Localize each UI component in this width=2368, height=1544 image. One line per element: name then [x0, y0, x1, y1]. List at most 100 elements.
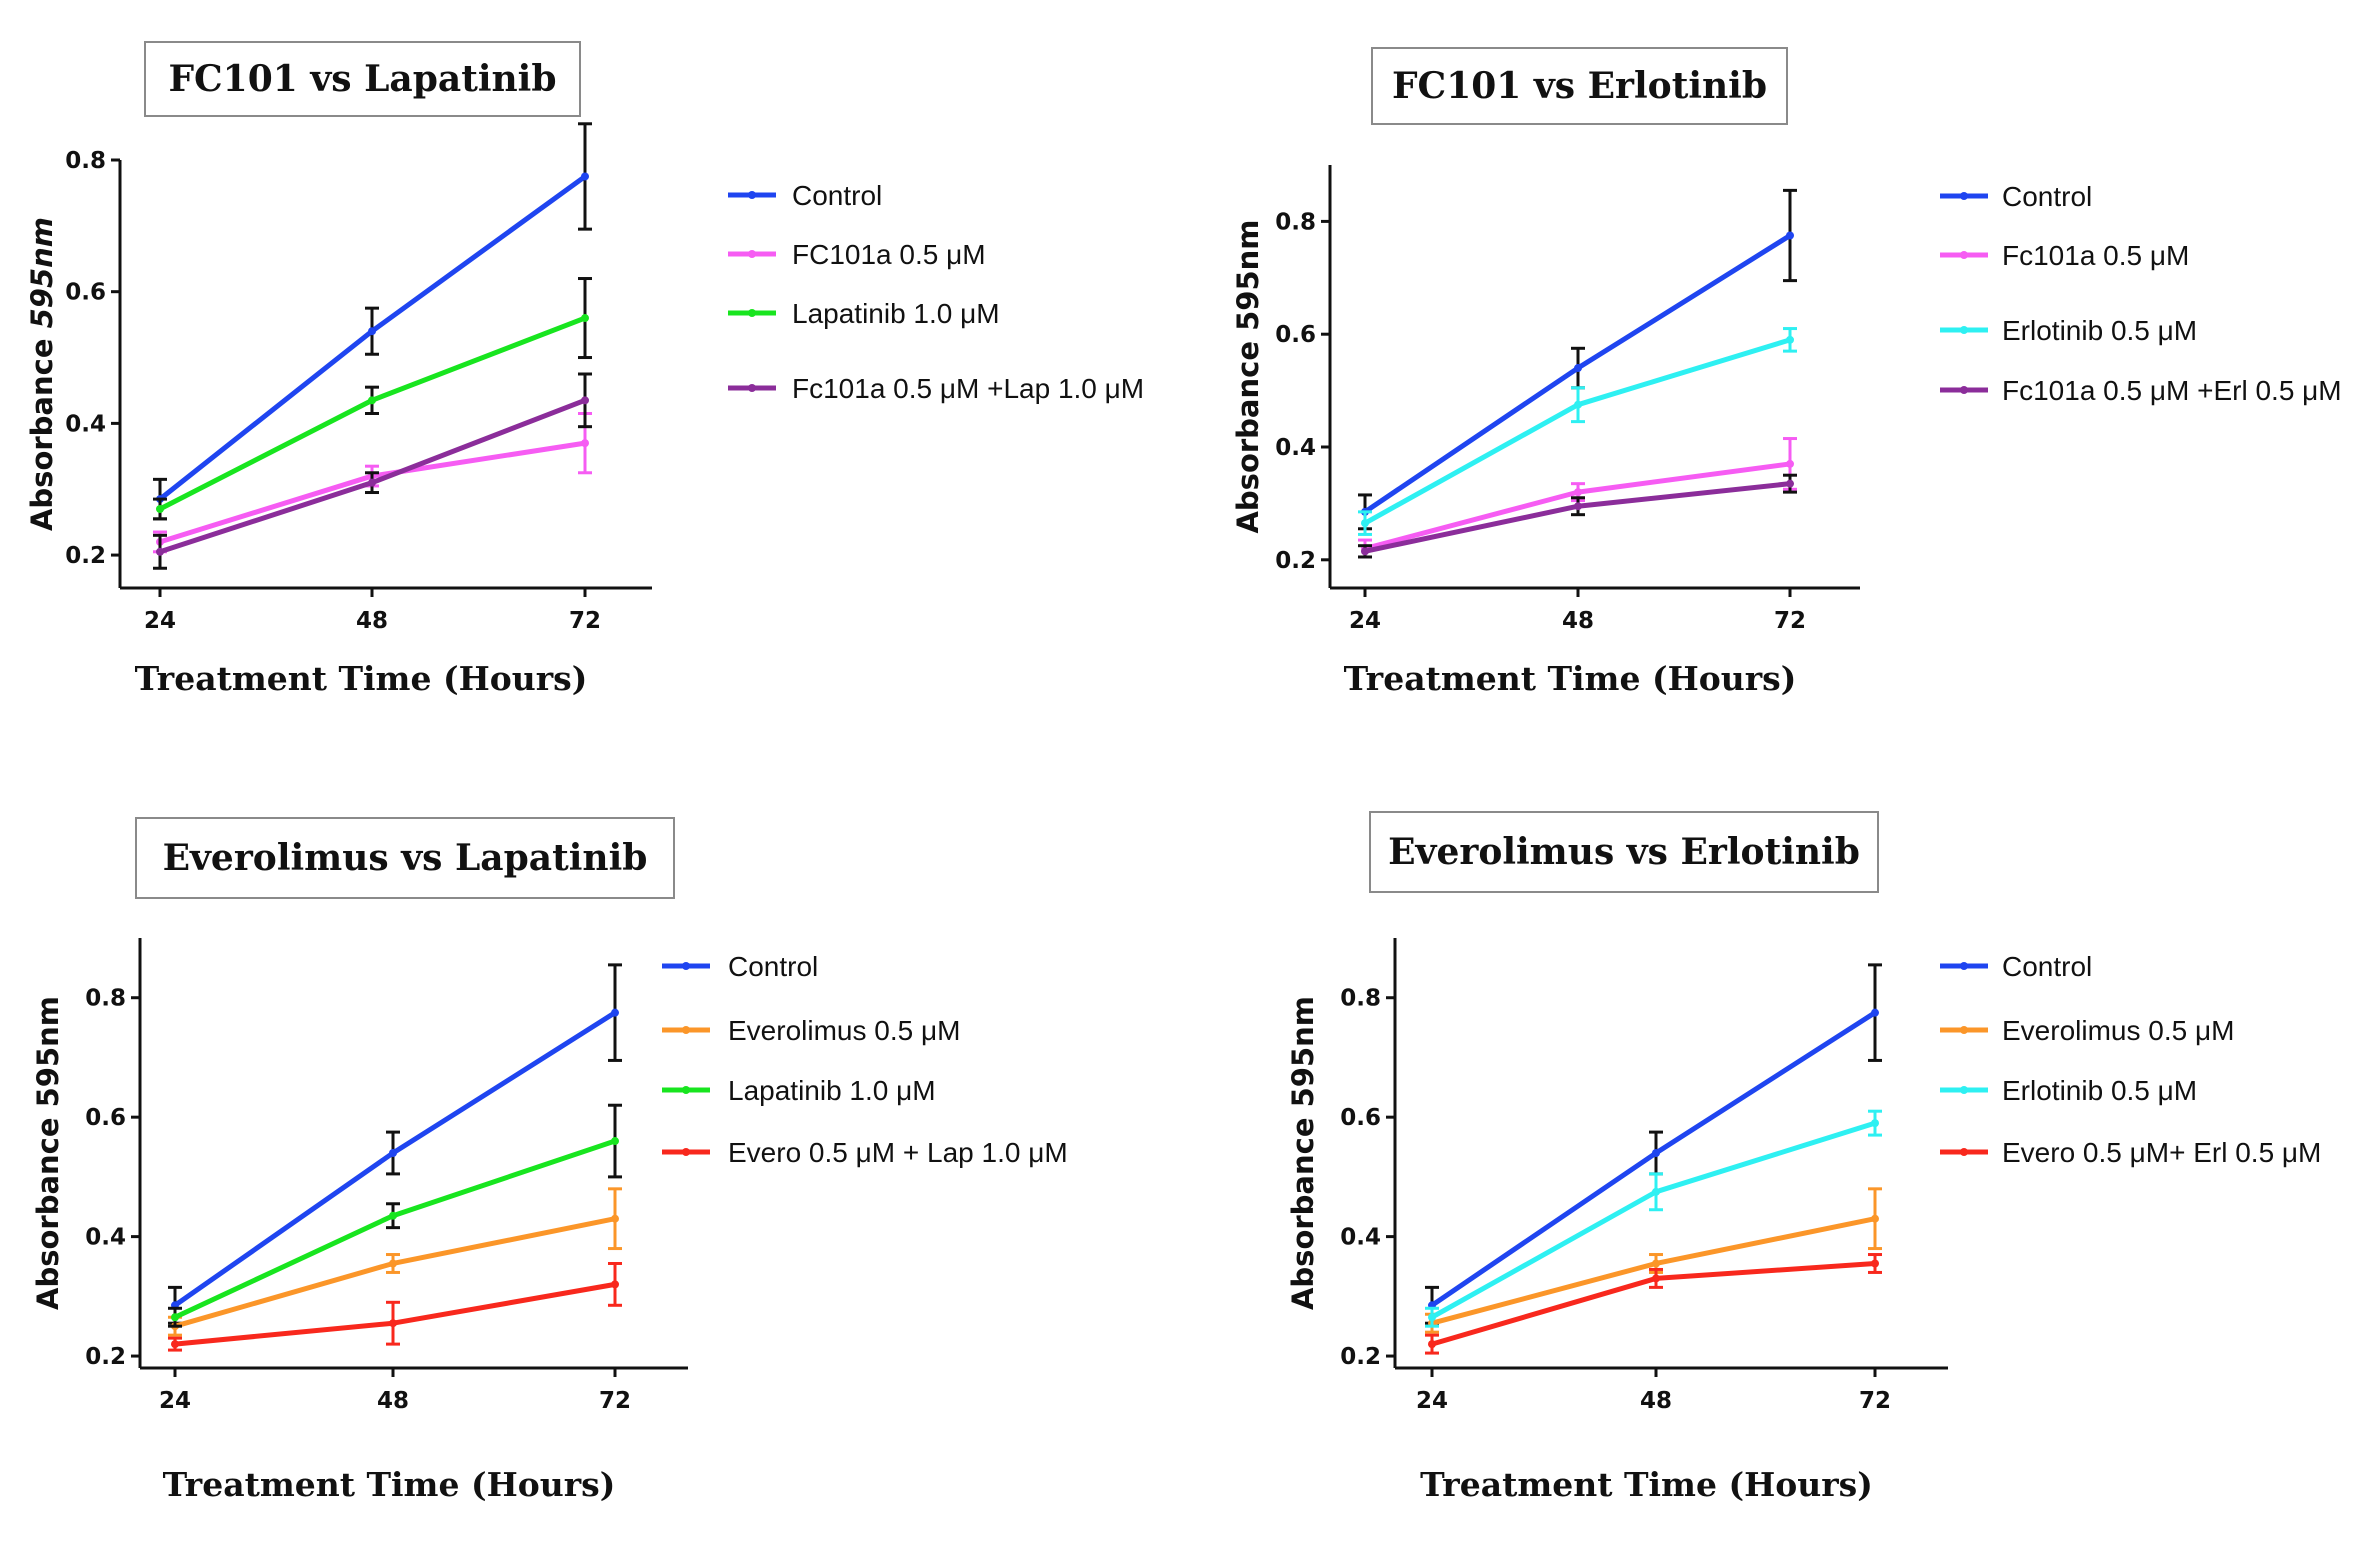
chart-title: FC101 vs Lapatinib — [168, 58, 556, 100]
x-tick-label: 48 — [1640, 1388, 1672, 1414]
data-point — [1652, 1187, 1660, 1196]
chart-panel-4: Everolimus vs Erlotinib 0.2 0.4 0.6 0.8 24 48 7… — [1286, 811, 2321, 1504]
series-lapatinib — [153, 277, 592, 521]
chart-panel-2: FC101 vs Erlotinib 0.2 0.4 0.6 0.8 24 48 72 Trea… — [1231, 47, 2342, 698]
legend-marker — [748, 309, 756, 317]
legend-item-combo_fc: Fc101a 0.5 μM +Erl 0.5 μM — [1940, 375, 2342, 406]
legend: Control Everolimus 0.5 μM Lapatinib 1.0 μM… — [662, 951, 1068, 1168]
legend-marker — [1960, 192, 1968, 200]
chart-title-box: Everolimus vs Lapatinib — [135, 817, 675, 899]
data-point — [368, 327, 376, 336]
legend-item-erlotinib: Erlotinib 0.5 μM — [1940, 315, 2197, 346]
x-tick-label: 48 — [377, 1388, 409, 1414]
data-point — [1871, 1214, 1879, 1223]
data-point — [1574, 488, 1582, 497]
legend-label: Everolimus 0.5 μM — [728, 1015, 960, 1046]
legend-item-everolimus: Everolimus 0.5 μM — [662, 1015, 960, 1046]
y-tick-label: 0.2 — [85, 1344, 126, 1370]
legend-item-combo_evero: Evero 0.5 μM + Lap 1.0 μM — [662, 1137, 1068, 1168]
legend-marker — [1960, 1026, 1968, 1034]
chart-title-box: FC101 vs Lapatinib — [144, 41, 581, 117]
data-point — [389, 1259, 397, 1268]
series-control — [168, 963, 622, 1325]
data-point — [1361, 547, 1369, 556]
data-point — [1574, 400, 1582, 409]
data-point — [611, 1137, 619, 1146]
y-tick-label: 0.6 — [85, 1105, 126, 1131]
x-tick-label: 48 — [1562, 608, 1594, 634]
y-axis-label-main: Absorbance — [25, 328, 59, 531]
data-point — [1652, 1274, 1660, 1283]
data-point — [1871, 1008, 1879, 1017]
data-point — [1428, 1313, 1436, 1322]
legend-label: Erlotinib 0.5 μM — [2002, 315, 2197, 346]
data-point — [611, 1280, 619, 1289]
data-point — [171, 1313, 179, 1322]
x-tick-label: 24 — [144, 608, 176, 634]
legend-marker — [682, 1148, 690, 1156]
data-point — [1786, 459, 1794, 468]
data-point — [1871, 1259, 1879, 1268]
y-tick-label: 0.4 — [65, 411, 106, 437]
series-combo_evero — [168, 1261, 622, 1352]
y-tick-label: 0.2 — [1340, 1344, 1381, 1370]
y-tick-label: 0.6 — [65, 280, 106, 306]
x-tick-label: 24 — [1349, 608, 1381, 634]
chart-panel-1: FC101 vs Lapatinib 0.2 0.4 0.6 0.8 24 48 72 Trea… — [25, 41, 1144, 698]
legend-marker — [682, 1086, 690, 1094]
legend: Control Everolimus 0.5 μM Erlotinib 0.5 μM… — [1940, 951, 2321, 1168]
y-tick-label: 0.8 — [1275, 209, 1316, 235]
legend-marker — [1960, 326, 1968, 334]
series-line — [172, 1281, 618, 1347]
y-tick-label: 0.4 — [1340, 1225, 1381, 1251]
chart-title: Everolimus vs Lapatinib — [163, 837, 648, 879]
x-axis-label: Treatment Time (Hours) — [1420, 1465, 1873, 1504]
legend-item-control: Control — [1940, 951, 2092, 982]
legend-label: Erlotinib 0.5 μM — [2002, 1075, 2197, 1106]
legend-label: Lapatinib 1.0 μM — [728, 1075, 936, 1106]
data-point — [1361, 519, 1369, 528]
data-point — [1574, 364, 1582, 373]
data-point — [389, 1319, 397, 1328]
legend-marker — [1960, 386, 1968, 394]
legend-marker — [1960, 962, 1968, 970]
title-frame — [1369, 811, 1879, 893]
chart-title: Everolimus vs Erlotinib — [1388, 831, 1860, 873]
legend-label: Control — [2002, 951, 2092, 982]
data-point — [156, 547, 164, 556]
legend-item-fc101a: FC101a 0.5 μM — [728, 239, 986, 270]
legend-label: Control — [792, 180, 882, 211]
data-point — [368, 396, 376, 405]
data-point — [1574, 502, 1582, 511]
series-lapatinib — [168, 1103, 622, 1328]
x-tick-label: 72 — [569, 608, 601, 634]
x-tick-label: 72 — [599, 1388, 631, 1414]
y-axis-label-main: Absorbance 595nm — [1231, 219, 1265, 533]
y-tick-label: 0.6 — [1340, 1105, 1381, 1131]
y-tick-label: 0.8 — [1340, 986, 1381, 1012]
y-tick-label: 0.2 — [65, 543, 106, 569]
title-frame — [135, 817, 675, 899]
legend-label: Fc101a 0.5 μM +Erl 0.5 μM — [2002, 375, 2342, 406]
legend-label: Control — [728, 951, 818, 982]
data-point — [581, 396, 589, 405]
x-tick-label: 24 — [1416, 1388, 1448, 1414]
y-tick-label: 0.8 — [85, 986, 126, 1012]
data-point — [1652, 1149, 1660, 1157]
chart-title-box: FC101 vs Erlotinib — [1371, 47, 1788, 125]
data-point — [171, 1340, 179, 1349]
legend-item-control: Control — [1940, 181, 2092, 212]
series-combo_fc — [1358, 473, 1797, 559]
x-tick-label: 72 — [1859, 1388, 1891, 1414]
legend-item-lapatinib: Lapatinib 1.0 μM — [662, 1075, 936, 1106]
legend: Control Fc101a 0.5 μM Erlotinib 0.5 μM Fc10… — [1940, 181, 2342, 406]
legend-marker — [682, 1026, 690, 1034]
legend-item-control: Control — [728, 180, 882, 211]
chart-title: FC101 vs Erlotinib — [1392, 65, 1767, 107]
legend-label: Fc101a 0.5 μM — [2002, 240, 2189, 271]
data-point — [1786, 231, 1794, 240]
series-combo_fc — [153, 372, 592, 570]
legend-marker — [748, 384, 756, 392]
x-tick-label: 72 — [1774, 608, 1806, 634]
legend-label: Control — [2002, 181, 2092, 212]
